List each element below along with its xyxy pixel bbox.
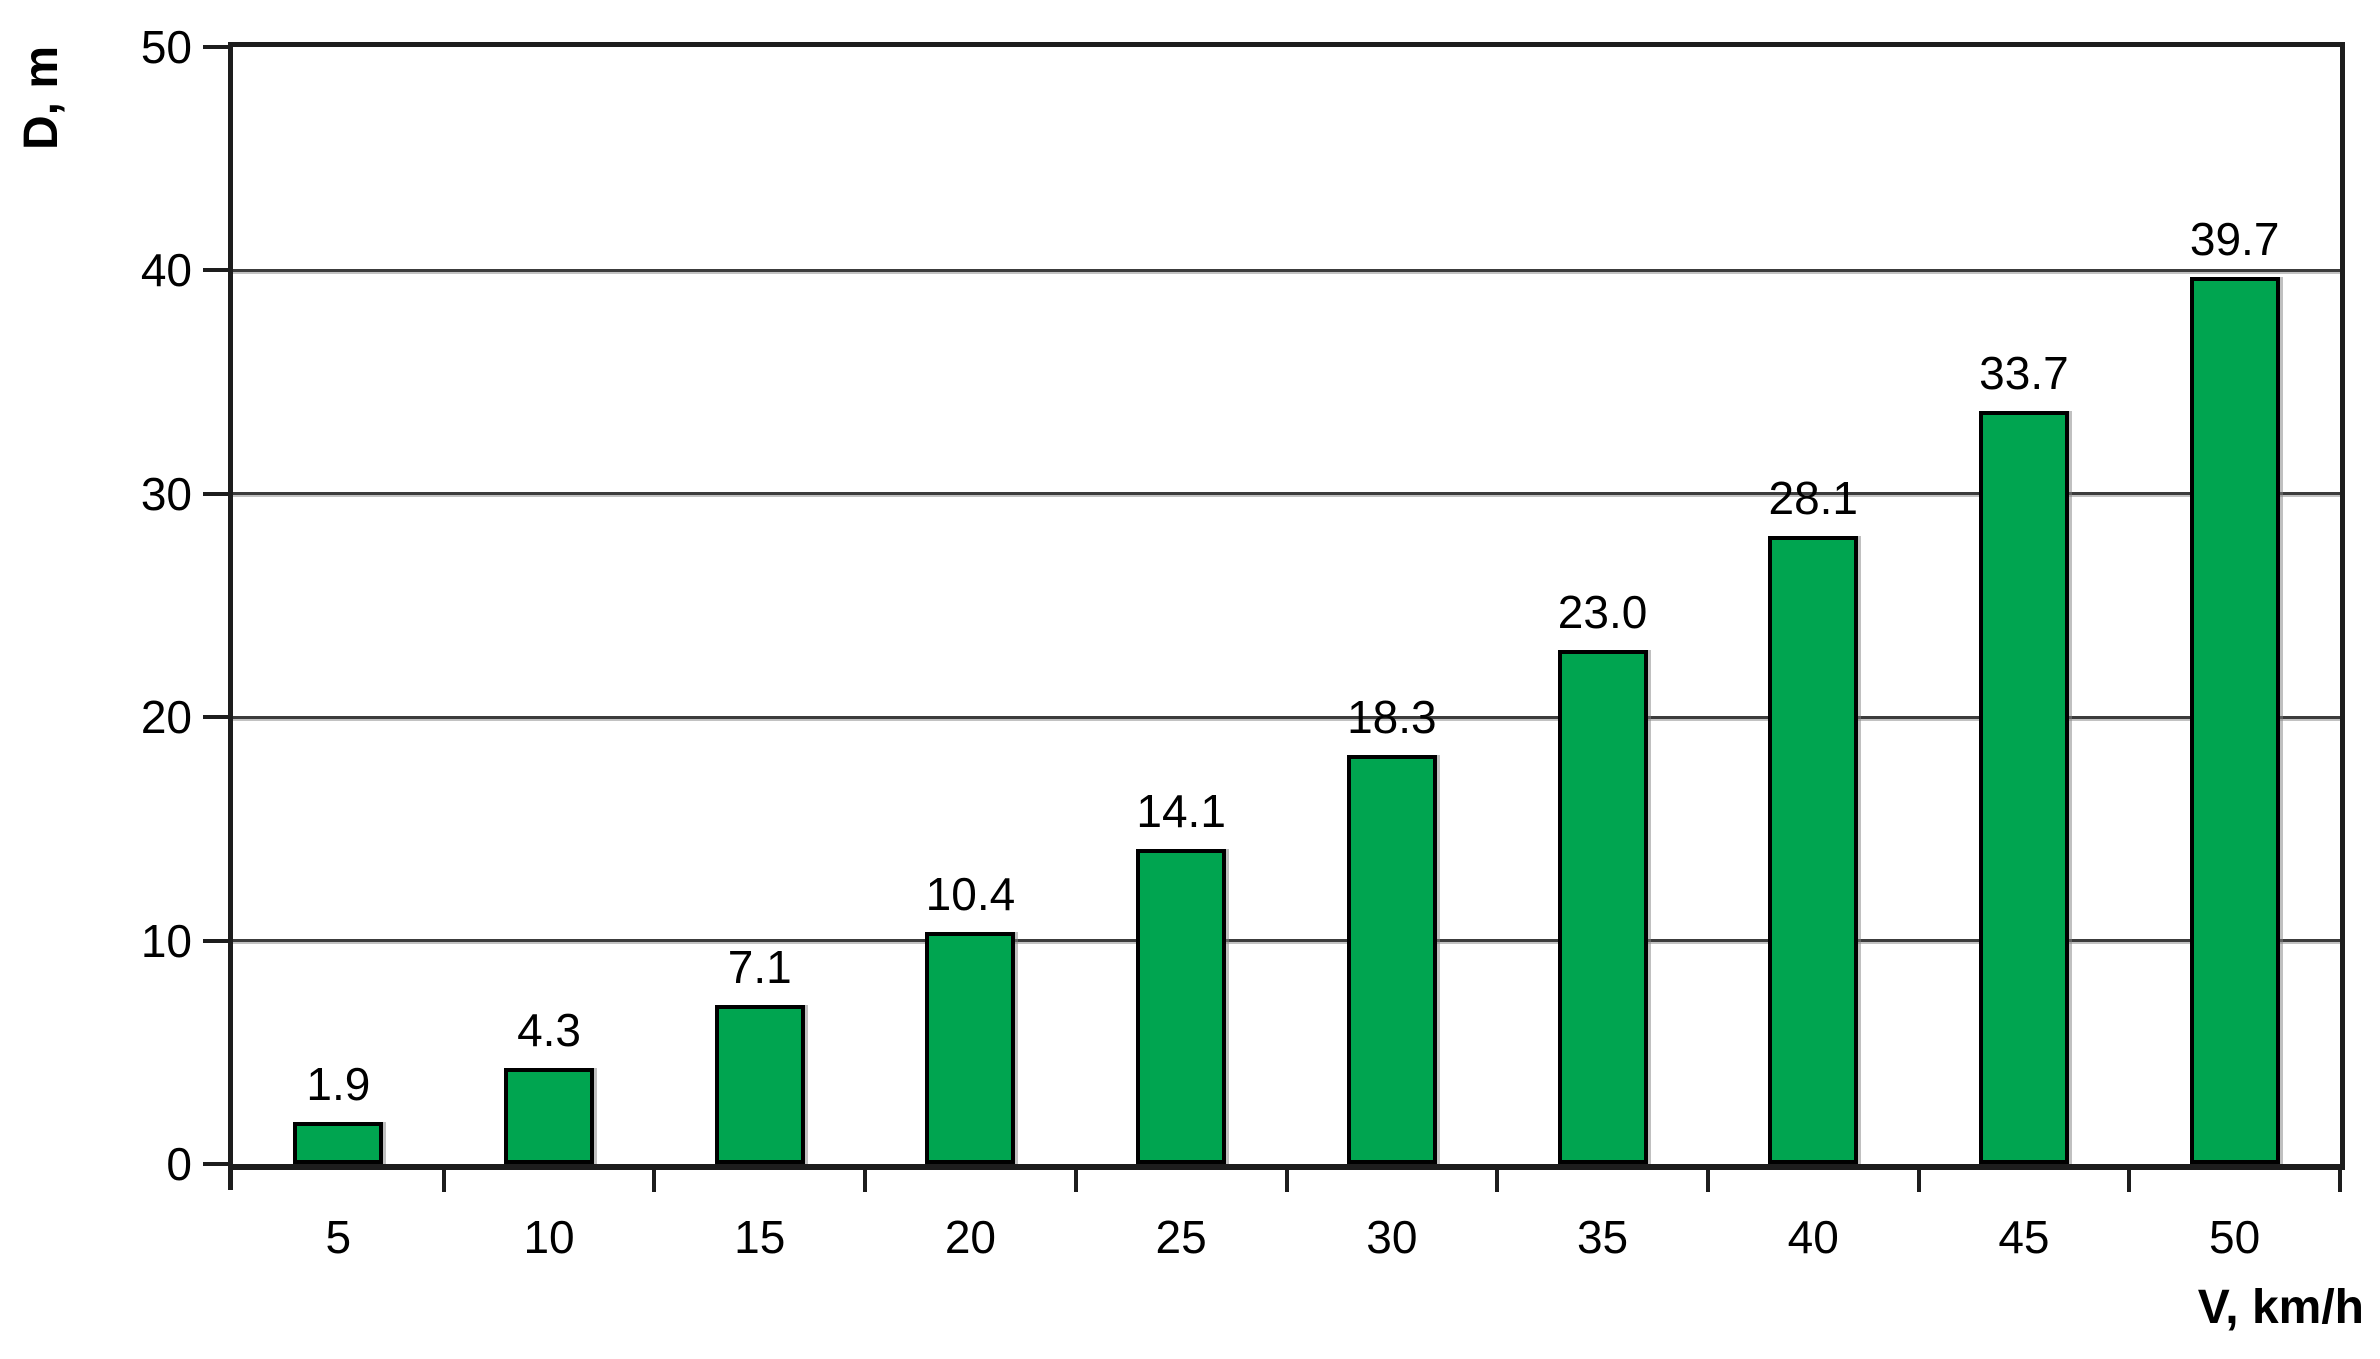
y-tick-label: 40 [140, 244, 192, 297]
x-axis-title: V, km/h [2197, 1281, 2364, 1334]
x-tick-mark [2338, 1170, 2342, 1192]
y-tick-mark [203, 491, 229, 496]
bar-value-label: 14.1 [1136, 785, 1226, 837]
y-tick-mark [203, 45, 229, 49]
bar-value-label: 23.0 [1557, 586, 1648, 638]
bar [293, 1122, 384, 1164]
bar-value-label: 7.1 [727, 941, 792, 993]
x-tick-mark [652, 1170, 657, 1192]
bar-value-label: 4.3 [517, 1004, 582, 1056]
y-tick-mark [203, 1162, 229, 1166]
bar [714, 1005, 805, 1164]
x-tick-label: 20 [944, 1211, 997, 1263]
bar [504, 1068, 595, 1164]
x-tick-label: 50 [2209, 1211, 2261, 1263]
bar [1346, 755, 1437, 1164]
x-tick-mark [2127, 1170, 2132, 1192]
x-tick-mark [1284, 1170, 1289, 1192]
x-tick-label: 45 [1998, 1211, 2050, 1263]
bar-value-label: 39.7 [2189, 213, 2280, 265]
bar [1978, 411, 2069, 1164]
x-tick-mark [1705, 1170, 1710, 1192]
gridline [233, 268, 2340, 272]
x-tick-mark [1073, 1170, 1078, 1192]
y-tick-label: 10 [140, 914, 192, 967]
y-tick-mark [203, 715, 229, 720]
bar [1768, 536, 1859, 1164]
y-tick-mark [203, 268, 229, 273]
x-tick-label: 5 [325, 1211, 352, 1263]
x-tick-label: 40 [1787, 1211, 1839, 1263]
bar [1557, 650, 1648, 1164]
y-tick-label: 50 [140, 21, 192, 73]
bar [925, 932, 1016, 1164]
x-tick-label: 15 [734, 1211, 786, 1263]
bar-value-label: 1.9 [306, 1058, 371, 1110]
bar-value-label: 18.3 [1347, 691, 1437, 743]
y-tick-label: 0 [166, 1138, 192, 1190]
gridline [233, 492, 2340, 496]
bar-value-label: 10.4 [925, 868, 1016, 920]
y-tick-label: 20 [140, 691, 192, 744]
y-axis-overhang [228, 1170, 233, 1190]
x-tick-label: 25 [1155, 1211, 1207, 1263]
bar-value-label: 33.7 [1979, 347, 2069, 399]
y-tick-label: 30 [140, 467, 192, 520]
x-tick-mark [1495, 1170, 1500, 1192]
x-tick-mark [1916, 1170, 1921, 1192]
x-tick-label: 10 [523, 1211, 575, 1263]
x-tick-mark [441, 1170, 446, 1192]
x-tick-mark [863, 1170, 868, 1192]
x-tick-label: 30 [1366, 1211, 1418, 1263]
bar [2189, 277, 2280, 1164]
bar [1136, 849, 1227, 1164]
gridline [233, 715, 2340, 719]
bar-value-label: 28.1 [1768, 472, 1859, 524]
x-tick-label: 35 [1576, 1211, 1629, 1263]
y-tick-mark [203, 938, 229, 943]
gridline [233, 939, 2340, 943]
